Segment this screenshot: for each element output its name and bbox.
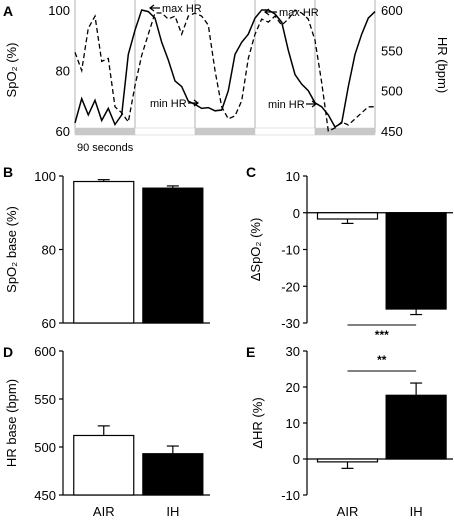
y-axis-label: SpO₂ base (%)	[4, 206, 19, 293]
panel-a-cycle-lines	[74, 0, 376, 133]
panel-a-ylabel-left: SpO₂ (%)	[4, 43, 19, 98]
arrow-left-icon	[264, 8, 277, 16]
arrow-left-icon	[149, 4, 160, 12]
arrow-right-icon	[188, 99, 199, 107]
y-tick-label: -30	[281, 316, 300, 331]
y-tick-label: 100	[34, 169, 56, 184]
y-tick-label: 10	[286, 169, 300, 184]
left-tick-label: 80	[56, 64, 70, 79]
y-tick-label: 550	[34, 392, 56, 407]
bar-ih	[142, 453, 204, 496]
panel-b-letter: B	[3, 164, 13, 180]
category-label-ih: IH	[166, 504, 179, 519]
right-tick-label: 500	[381, 84, 403, 99]
y-tick-label: 10	[286, 416, 300, 431]
phase-segment-air	[134, 127, 196, 136]
right-tick-label: 450	[381, 124, 403, 139]
y-tick-label: 60	[42, 316, 56, 331]
y-tick-label: 600	[34, 344, 56, 359]
bar-air	[316, 212, 379, 220]
panel-a-phase-bar	[74, 127, 376, 136]
y-tick-label: 450	[34, 488, 56, 503]
panel-a: A SpO₂ (%) HR (bpm) 100 80 60 600 550 500 450…	[3, 0, 450, 154]
panel-e: E 30 20 10 0 -10 ΔHR (%) AIR IH **	[246, 344, 453, 519]
phase-segment-air	[254, 127, 316, 136]
bar-air	[316, 458, 379, 463]
y-axis-label: ΔSpO₂ (%)	[248, 218, 263, 282]
left-tick-label: 100	[48, 3, 70, 18]
panel-c-letter: C	[246, 164, 256, 180]
y-tick-label: 80	[42, 243, 56, 258]
panel-a-ylabel-right: HR (bpm)	[435, 37, 450, 93]
y-tick-label: -20	[281, 279, 300, 294]
panel-d-letter: D	[3, 344, 13, 360]
annotation-min-hr-2: min HR	[268, 99, 305, 111]
bar-ih	[385, 394, 447, 460]
annotation-min-hr-1: min HR	[150, 98, 187, 110]
y-tick-label: 20	[286, 380, 300, 395]
category-label-air: AIR	[93, 504, 115, 519]
annotation-max-hr-1: max HR	[162, 3, 202, 15]
y-tick-label: 500	[34, 440, 56, 455]
panel-e-letter: E	[246, 344, 255, 360]
right-tick-label: 600	[381, 3, 403, 18]
right-tick-label: 550	[381, 43, 403, 58]
category-label-air: AIR	[337, 504, 359, 519]
y-axis-label: HR base (bpm)	[4, 379, 19, 467]
y-axis-label: ΔHR (%)	[250, 397, 265, 448]
y-tick-label: 0	[293, 206, 300, 221]
panel-a-letter: A	[3, 3, 13, 19]
y-tick-label: 0	[293, 452, 300, 467]
bar-ih	[142, 187, 204, 324]
phase-segment-ih	[194, 127, 256, 136]
phase-segment-ih	[74, 127, 136, 136]
spo2-dashed-line	[74, 9, 375, 132]
phase-segment-ih	[314, 127, 376, 136]
panel-a-right-ticks: 600 550 500 450	[381, 3, 403, 139]
significance-stars: **	[377, 353, 387, 367]
hr-solid-line	[74, 9, 376, 129]
bar-ih	[385, 212, 447, 310]
panel-b: B 100 80 60 SpO₂ base (%)	[3, 164, 210, 331]
annotation-max-hr-2: max HR	[279, 7, 319, 19]
y-tick-label: 30	[286, 344, 300, 359]
left-tick-label: 60	[56, 124, 70, 139]
duration-label: 90 seconds	[77, 142, 134, 154]
category-label-ih: IH	[410, 504, 423, 519]
bar-air	[73, 434, 135, 496]
significance-stars: ***	[375, 328, 389, 342]
panel-c: C 10 0 -10 -20 -30 ΔSpO₂ (%) ***	[246, 164, 453, 342]
bar-air	[73, 180, 135, 324]
y-tick-label: -10	[281, 488, 300, 503]
y-tick-label: -10	[281, 243, 300, 258]
panel-a-left-ticks: 100 80 60	[48, 3, 70, 139]
arrow-right-icon	[306, 100, 317, 108]
panel-d: D 600 550 500 450 HR base (bpm) AIR IH	[3, 344, 210, 519]
